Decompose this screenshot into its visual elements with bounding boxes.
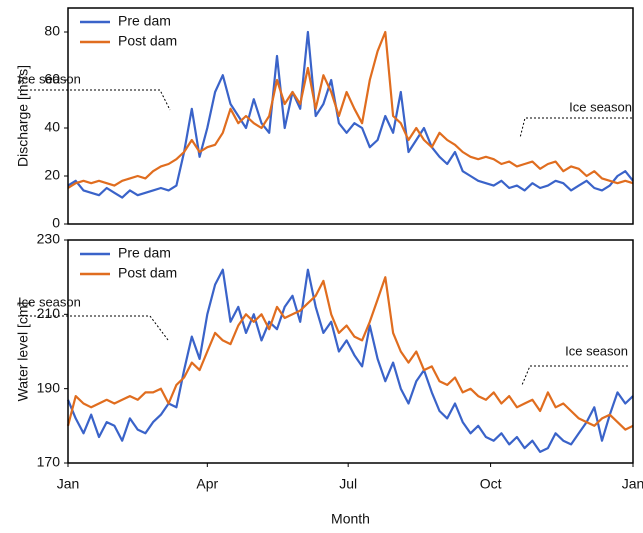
y-axis-label: Discharge [m³/s]	[15, 65, 31, 167]
x-tick-label: Oct	[480, 476, 502, 492]
annotation-leader	[521, 365, 628, 386]
annotation: Ice season	[565, 343, 628, 358]
annotation-leader	[519, 117, 632, 139]
y-tick-label: 170	[37, 454, 61, 470]
y-axis-label: Water level [cm]	[15, 302, 31, 402]
y-tick-label: 40	[44, 119, 60, 135]
annotation-leader	[18, 315, 169, 341]
annotation: Ice season	[569, 99, 632, 114]
data-line	[66, 276, 634, 431]
plot-frame	[67, 239, 634, 464]
plot-frame	[67, 7, 634, 225]
x-axis-label: Month	[331, 511, 370, 527]
annotation: Ice season	[18, 71, 81, 86]
x-tick-label: Apr	[196, 476, 218, 492]
data-line	[66, 268, 634, 453]
annotation-leader	[18, 89, 171, 111]
data-line	[67, 30, 634, 189]
annotation: Ice season	[18, 294, 81, 309]
y-tick-label: 20	[44, 167, 60, 183]
y-tick-label: 80	[44, 23, 60, 39]
legend-label: Post dam	[118, 33, 177, 49]
x-tick-label: Jan	[622, 476, 643, 492]
legend-label: Pre dam	[118, 245, 171, 261]
legend-label: Post dam	[118, 265, 177, 281]
y-tick-label: 0	[52, 215, 60, 231]
y-tick-label: 190	[37, 379, 61, 395]
data-line	[67, 30, 634, 199]
legend-label: Pre dam	[118, 13, 171, 29]
y-tick-label: 60	[44, 71, 60, 87]
y-tick-label: 230	[37, 231, 61, 247]
x-tick-label: Jul	[339, 476, 357, 492]
x-tick-label: Jan	[57, 476, 80, 492]
y-tick-label: 210	[37, 305, 61, 321]
